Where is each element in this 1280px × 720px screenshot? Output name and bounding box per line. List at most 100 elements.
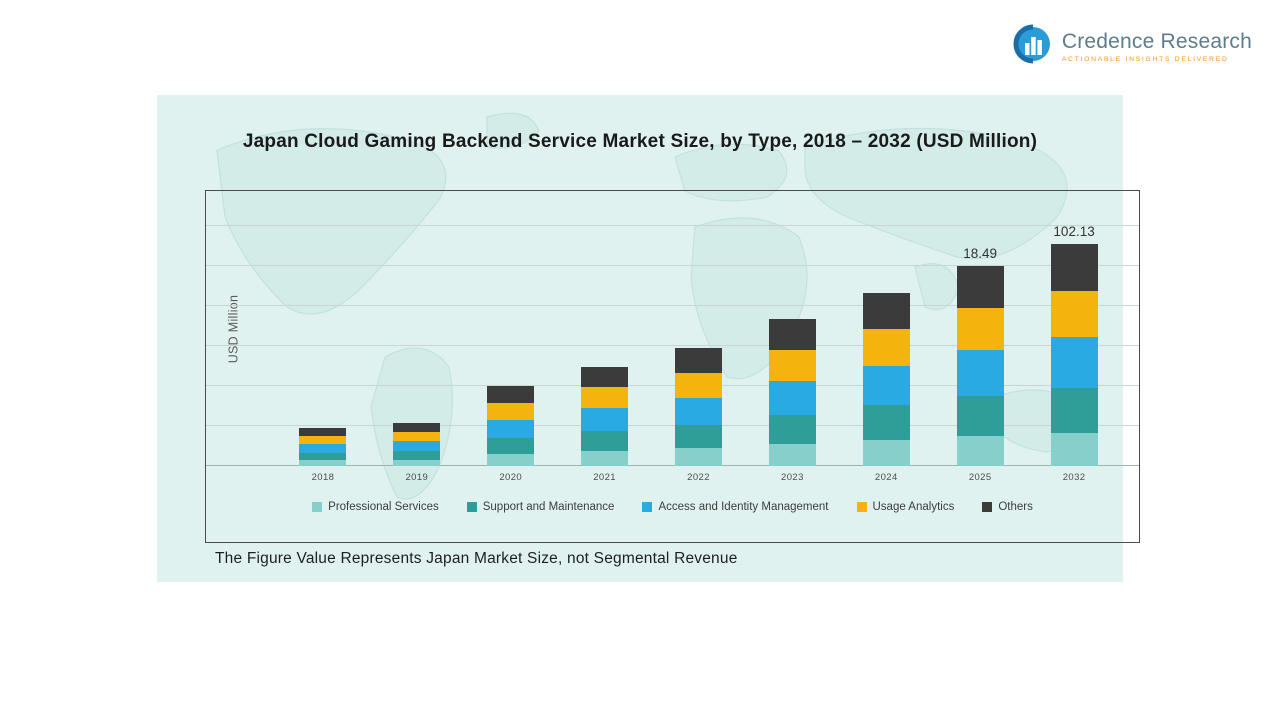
- bar-segment: [956, 266, 1004, 308]
- legend-label: Others: [998, 501, 1033, 513]
- legend-item: Others: [982, 501, 1033, 513]
- bar-segment: [956, 308, 1004, 350]
- bar-stack: [393, 422, 441, 466]
- bar-segment: [581, 387, 629, 409]
- bar-segment: [487, 454, 535, 466]
- x-axis-tick-label: 2020: [499, 472, 523, 483]
- bar-segment: [393, 422, 441, 432]
- bar-segment: [299, 427, 347, 436]
- bar-segment: [487, 402, 535, 420]
- bar-stack: [862, 293, 910, 466]
- bar-segment: [299, 435, 347, 444]
- bar-segment: [487, 419, 535, 438]
- bar-segment: [675, 397, 722, 425]
- legend-label: Support and Maintenance: [482, 501, 615, 513]
- bar-segment: [768, 443, 816, 466]
- legend-swatch: [466, 502, 477, 512]
- x-axis-tick-label: 2019: [405, 472, 429, 483]
- legend-swatch: [856, 502, 867, 512]
- legend-item: Access and Identity Management: [642, 501, 829, 513]
- bar-segment: [956, 436, 1004, 466]
- x-axis-tick-labels: 2018 2019 2020 2021 2022 2023 2024 2025 2032: [276, 472, 1121, 483]
- y-axis-label-box: USD Million: [212, 191, 254, 466]
- bar-stack: [1050, 244, 1098, 466]
- bar-segment: [487, 386, 535, 403]
- bar-column: [276, 191, 370, 466]
- bar-stack: [675, 348, 722, 466]
- bar-segment: [393, 431, 441, 441]
- bar-segment: [581, 408, 629, 432]
- logo-name: Credence Research: [1061, 30, 1252, 53]
- x-axis-tick-label: 2025: [968, 472, 992, 483]
- y-axis-label: USD Million: [226, 294, 240, 363]
- x-axis-tick-label: 2023: [781, 472, 804, 483]
- page-title: Japan Cloud Gaming Backend Service Marke…: [242, 131, 1038, 152]
- bar-segment: [1050, 337, 1098, 389]
- chart-panel: Japan Cloud Gaming Backend Service Marke…: [157, 95, 1140, 582]
- bar-segment: [768, 414, 816, 444]
- legend-item: Usage Analytics: [856, 501, 955, 513]
- x-axis-tick-label: 2021: [593, 472, 616, 483]
- footnote: The Figure Value Represents Japan Market…: [215, 550, 738, 567]
- bar-segment: [768, 380, 816, 415]
- legend-label: Access and Identity Management: [658, 501, 829, 513]
- bar-segment: [299, 452, 347, 461]
- bar-segment: [956, 350, 1004, 396]
- bar-stack: [581, 366, 629, 466]
- bar-segment: [675, 348, 722, 373]
- bar-segment: [768, 349, 816, 381]
- bar-column: 18.49: [933, 191, 1027, 466]
- bar-stack: [956, 266, 1004, 466]
- bar-segment: [1050, 290, 1098, 338]
- legend-swatch: [982, 502, 993, 512]
- bar-segment: [581, 451, 629, 466]
- bar-segment: [862, 365, 910, 406]
- bar-chart-logo-icon: [1013, 24, 1053, 69]
- bars-container: 18.49 102.13: [276, 191, 1121, 466]
- bar-segment: [956, 396, 1004, 436]
- bar-column: 102.13: [1027, 191, 1121, 466]
- bar-column: [558, 191, 652, 466]
- bar-segment: [1050, 432, 1098, 466]
- bar-segment: [862, 405, 910, 440]
- bar-value-label: 102.13: [1053, 224, 1095, 240]
- x-axis-tick-label: 2032: [1062, 472, 1086, 483]
- bar-stack: [299, 427, 347, 466]
- bar-segment: [675, 424, 722, 449]
- bar-segment: [675, 372, 722, 398]
- bar-segment: [299, 460, 347, 466]
- bar-segment: [862, 329, 910, 366]
- x-axis-tick-label: 2018: [311, 472, 335, 483]
- legend-item: Support and Maintenance: [466, 501, 615, 513]
- x-axis-tick-label: 2024: [874, 472, 898, 483]
- bar-column: [652, 191, 746, 466]
- bar-stack: [768, 318, 816, 466]
- bar-column: [839, 191, 933, 466]
- bar-segment: [581, 431, 629, 452]
- bar-segment: [675, 448, 722, 466]
- bar-segment: [862, 440, 910, 466]
- bar-segment: [1050, 244, 1098, 291]
- bar-value-label: 18.49: [963, 246, 998, 261]
- bar-segment: [862, 293, 910, 330]
- bar-segment: [487, 438, 535, 454]
- bar-column: [745, 191, 839, 466]
- logo-tagline: Actionable Insights Delivered: [1061, 56, 1229, 63]
- bar-segment: [1050, 388, 1098, 433]
- bar-segment: [393, 450, 441, 460]
- bar-column: [370, 191, 464, 466]
- bar-segment: [393, 459, 441, 466]
- bar-column: [464, 191, 558, 466]
- x-axis-tick-label: 2022: [687, 472, 710, 483]
- bar-stack: [487, 386, 535, 466]
- bar-segment: [768, 318, 816, 350]
- legend-item: Professional Services: [312, 501, 439, 513]
- bar-segment: [393, 440, 441, 451]
- legend-label: Professional Services: [328, 501, 439, 513]
- legend: Professional Services Support and Mainten…: [206, 501, 1139, 513]
- chart-frame: USD Million 18.49 102.13 2018 2019 2020 2021…: [205, 190, 1140, 543]
- bar-segment: [581, 366, 629, 388]
- legend-label: Usage Analytics: [872, 501, 955, 513]
- credence-research-logo: Credence Research Actionable Insights De…: [1013, 24, 1252, 69]
